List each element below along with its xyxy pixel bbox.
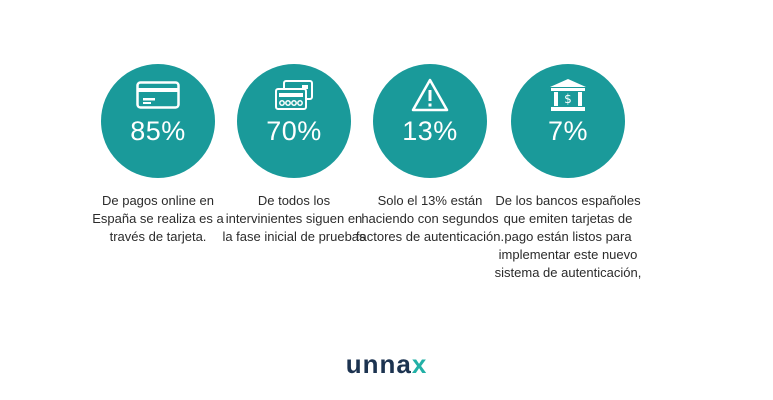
stat-value: 7% bbox=[547, 116, 589, 146]
stat-card-2: 70% De todos los intervinientes siguen e… bbox=[219, 64, 369, 246]
stat-circle: 85% bbox=[101, 64, 215, 178]
stat-description: De todos los intervinientes siguen en la… bbox=[222, 193, 366, 244]
stat-card-1: 85% De pagos online en España se realiza… bbox=[83, 64, 233, 246]
stat-description: De los bancos españoles que emiten tarje… bbox=[494, 193, 642, 280]
bank-icon: $ bbox=[549, 78, 587, 112]
stat-value: 85% bbox=[130, 116, 186, 146]
svg-text:$: $ bbox=[564, 92, 572, 106]
stat-value: 13% bbox=[402, 116, 458, 146]
logo-accent: x bbox=[411, 349, 428, 379]
stat-card-4: $ 7% De los bancos españoles que emiten … bbox=[493, 64, 643, 282]
stat-circle: 70% bbox=[237, 64, 351, 178]
cards-keypad-icon bbox=[274, 78, 314, 112]
stat-description: De pagos online en España se realiza es … bbox=[92, 193, 224, 244]
stat-circle: $ 7% bbox=[511, 64, 625, 178]
credit-card-icon bbox=[136, 78, 180, 112]
warning-icon bbox=[411, 78, 449, 112]
logo-text: unna bbox=[345, 349, 412, 379]
stat-description: Solo el 13% están haciendo con segundos … bbox=[355, 193, 505, 244]
stat-circle: 13% bbox=[373, 64, 487, 178]
stat-card-3: 13% Solo el 13% están haciendo con segun… bbox=[355, 64, 505, 246]
unnax-logo: unnax bbox=[0, 349, 773, 380]
stat-value: 70% bbox=[266, 116, 322, 146]
